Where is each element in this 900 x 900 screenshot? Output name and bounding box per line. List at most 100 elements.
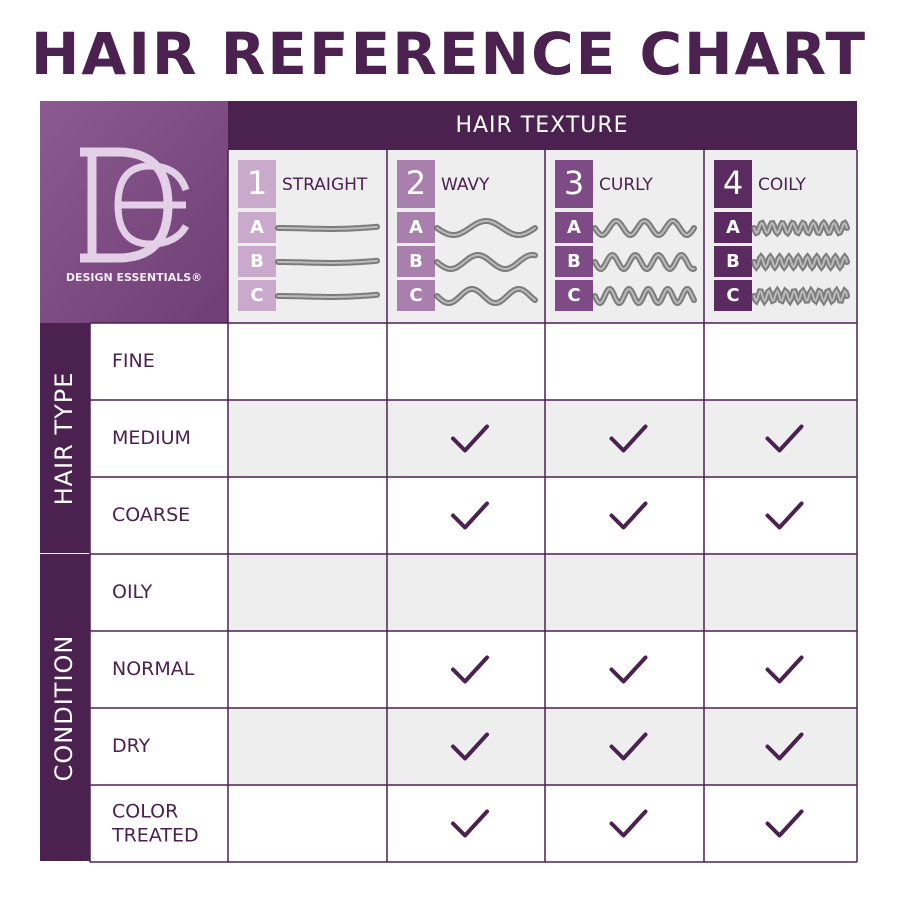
texture-name: COILY <box>758 175 806 195</box>
cell <box>387 631 545 708</box>
cell <box>704 400 857 477</box>
row-label: COARSE <box>112 504 190 526</box>
row-label-cell <box>90 631 228 708</box>
check-mark <box>765 809 804 838</box>
texture-number-box <box>555 160 593 208</box>
subtype-box <box>397 212 435 243</box>
row-label: MEDIUM <box>112 427 191 449</box>
cell <box>228 400 387 477</box>
header-bar <box>228 101 857 150</box>
subtype-box <box>397 246 435 277</box>
subtype-label: A <box>409 217 423 238</box>
hair-strand-highlight <box>753 289 848 303</box>
row-label-line: COLOR <box>112 800 178 822</box>
title: HAIR REFERENCE CHART <box>31 20 867 88</box>
group-label: CONDITION <box>50 635 78 782</box>
logo-mark <box>80 147 190 263</box>
check-mark <box>609 501 648 530</box>
row-label-cell <box>90 785 228 862</box>
cell <box>704 785 857 862</box>
row-label-line: TREATED <box>111 824 199 846</box>
row-label: NORMAL <box>112 658 195 680</box>
cell <box>704 323 857 400</box>
subtype-label: C <box>409 285 422 306</box>
row-label-cell <box>90 477 228 554</box>
cell <box>704 631 857 708</box>
check-mark <box>609 424 648 453</box>
subtype-box <box>397 280 435 311</box>
hair-strand-highlight <box>753 255 848 269</box>
texture-name: STRAIGHT <box>282 175 368 195</box>
subtype-label: A <box>567 217 581 238</box>
cell <box>228 477 387 554</box>
check-mark <box>451 501 489 530</box>
logo-panel <box>40 101 228 323</box>
group-label-cell <box>40 554 90 862</box>
hair-strand-highlight <box>436 254 536 271</box>
texture-number: 3 <box>564 164 584 202</box>
subtype-label: B <box>567 251 581 272</box>
row-label: FINE <box>112 350 155 372</box>
subtype-label: A <box>726 217 740 238</box>
row-label-cell <box>90 708 228 785</box>
cell <box>545 554 704 631</box>
subtype-box <box>714 212 752 243</box>
texture-number: 2 <box>406 164 426 202</box>
check-mark <box>451 424 489 453</box>
row-label-cell <box>90 323 228 400</box>
cell <box>545 477 704 554</box>
cell <box>704 477 857 554</box>
row-label: DRY <box>112 735 151 757</box>
check-mark <box>609 655 648 684</box>
group-label: HAIR TYPE <box>50 372 78 506</box>
subtype-label: B <box>250 251 264 272</box>
subtype-box <box>238 246 276 277</box>
texture-name: WAVY <box>441 175 490 195</box>
cell <box>387 477 545 554</box>
cell <box>387 554 545 631</box>
cell <box>545 400 704 477</box>
check-mark <box>765 501 804 530</box>
check-mark <box>765 732 804 761</box>
cell <box>387 323 545 400</box>
subtype-box <box>714 246 752 277</box>
subtype-box <box>555 246 593 277</box>
subtype-box <box>238 280 276 311</box>
cell <box>228 631 387 708</box>
subtype-box <box>555 212 593 243</box>
check-mark <box>609 809 648 838</box>
hair-strand-highlight <box>436 220 536 236</box>
cell <box>545 631 704 708</box>
cell <box>228 708 387 785</box>
subtype-label: B <box>409 251 423 272</box>
row-label-cell <box>90 400 228 477</box>
row-label: OILY <box>112 581 153 603</box>
cell <box>704 554 857 631</box>
texture-number-box <box>238 160 276 208</box>
check-mark <box>451 809 489 838</box>
hair-strand-highlight <box>594 287 695 305</box>
check-mark <box>451 655 489 684</box>
cell <box>228 785 387 862</box>
subtype-label: C <box>726 285 739 306</box>
texture-number-box <box>397 160 435 208</box>
hair-strand-highlight <box>277 293 378 298</box>
check-mark <box>765 424 804 453</box>
subtype-box <box>555 280 593 311</box>
subtype-label: B <box>726 251 740 272</box>
logo-brand: DESIGN ESSENTIALS® <box>66 271 202 284</box>
cell <box>545 323 704 400</box>
cell <box>704 708 857 785</box>
check-mark <box>609 732 648 761</box>
row-label-cell <box>90 554 228 631</box>
hair-strand-highlight <box>277 225 378 230</box>
group-label-cell <box>40 323 90 554</box>
hair-strand-highlight <box>436 288 536 304</box>
cell <box>545 785 704 862</box>
cell <box>545 708 704 785</box>
header: HAIR TEXTURE <box>455 113 628 138</box>
check-mark <box>765 655 804 684</box>
hair-strand-highlight <box>753 221 848 235</box>
